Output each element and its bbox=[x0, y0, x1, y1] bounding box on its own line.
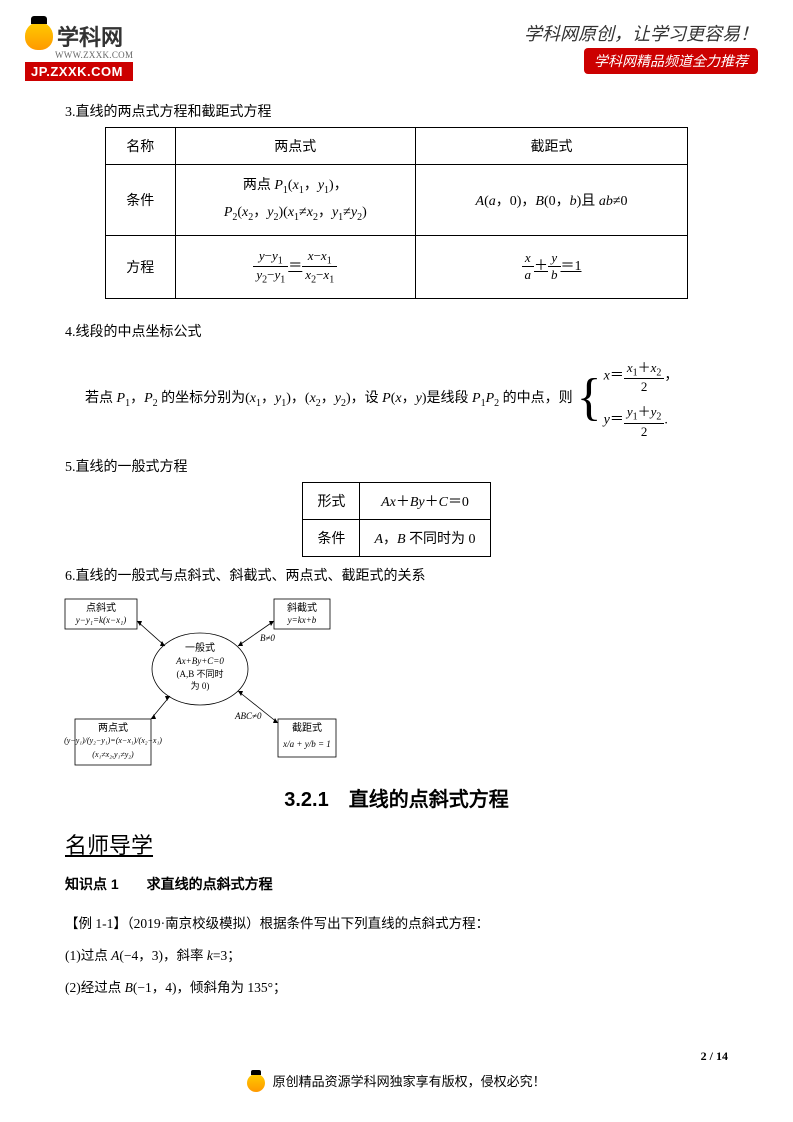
logo-block: 学科网 WWW.ZXXK.COM JP.ZXXK.COM bbox=[25, 20, 133, 81]
table-cell: A(a，0)，B(0，b)且 ab≠0 bbox=[415, 165, 687, 236]
section-6-heading: 6.直线的一般式与点斜式、斜截式、两点式、截距式的关系 bbox=[65, 565, 728, 585]
example-q1: (1)过点 A(−4，3)，斜率 k=3； bbox=[65, 944, 728, 964]
example-q2: (2)经过点 B(−1，4)，倾斜角为 135°； bbox=[65, 976, 728, 996]
footer-icon bbox=[247, 1074, 265, 1092]
svg-text:为 0): 为 0) bbox=[191, 680, 210, 691]
svg-text:斜截式: 斜截式 bbox=[287, 601, 317, 614]
svg-text:(y−y₁)/(y₂−y₁)=(x−x₁)/(x₂−x₁): (y−y₁)/(y₂−y₁)=(x−x₁)/(x₂−x₁) bbox=[64, 736, 162, 745]
two-point-intercept-table: 名称 两点式 截距式 条件 两点 P1(x1，y1)，P2(x2，y2)(x1≠… bbox=[105, 127, 688, 299]
page-footer: 原创精品资源学科网独家享有版权，侵权必究！ bbox=[0, 1071, 793, 1092]
mingshi-heading: 名师导学 bbox=[65, 828, 728, 860]
svg-text:y−y₁=k(x−x₁): y−y₁=k(x−x₁) bbox=[75, 615, 126, 625]
logo-url: WWW.ZXXK.COM bbox=[55, 50, 133, 60]
table-cell: Ax＋By＋C＝0 bbox=[360, 482, 490, 519]
svg-text:一般式: 一般式 bbox=[185, 641, 215, 654]
midpoint-text: 若点 P1，P2 的坐标分别为(x1，y1)，(x2，y2)，设 P(x，y)是… bbox=[85, 387, 573, 409]
table-cell: 条件 bbox=[105, 165, 175, 236]
table-cell: 条件 bbox=[303, 519, 360, 556]
svg-text:ABC≠0: ABC≠0 bbox=[234, 711, 262, 721]
logo-icon bbox=[25, 22, 53, 50]
svg-text:x/a + y/b = 1: x/a + y/b = 1 bbox=[282, 739, 331, 749]
svg-text:两点式: 两点式 bbox=[98, 721, 128, 734]
section-4-heading: 4.线段的中点坐标公式 bbox=[65, 321, 728, 341]
midpoint-system: { x＝x1＋x22， y＝y1＋y22. bbox=[577, 357, 679, 440]
table-header: 截距式 bbox=[415, 128, 687, 165]
promo-badge: 学科网精品频道全力推荐 bbox=[584, 48, 758, 74]
svg-text:y=kx+b: y=kx+b bbox=[287, 615, 317, 625]
svg-text:截距式: 截距式 bbox=[292, 721, 322, 734]
svg-text:点斜式: 点斜式 bbox=[86, 601, 116, 614]
general-form-table: 形式 Ax＋By＋C＝0 条件 A，B 不同时为 0 bbox=[302, 482, 490, 557]
jp-badge: JP.ZXXK.COM bbox=[25, 62, 133, 81]
svg-text:(x₁≠x₂,y₁≠y₂): (x₁≠x₂,y₁≠y₂) bbox=[92, 750, 134, 759]
table-cell: 形式 bbox=[303, 482, 360, 519]
example-intro: 【例 1-1】（2019·南京校级模拟）根据条件写出下列直线的点斜式方程： bbox=[65, 912, 728, 932]
svg-text:B≠0: B≠0 bbox=[260, 633, 275, 643]
midpoint-formula: 若点 P1，P2 的坐标分别为(x1，y1)，(x2，y2)，设 P(x，y)是… bbox=[85, 357, 728, 440]
table-cell: 方程 bbox=[105, 235, 175, 298]
footer-text: 原创精品资源学科网独家享有版权，侵权必究！ bbox=[273, 1074, 546, 1089]
relation-diagram: 点斜式 y−y₁=k(x−x₁) 斜截式 y=kx+b 一般式 Ax+By+C=… bbox=[60, 591, 360, 771]
table-cell: A，B 不同时为 0 bbox=[360, 519, 490, 556]
section-5-heading: 5.直线的一般式方程 bbox=[65, 456, 728, 476]
section-3-heading: 3.直线的两点式方程和截距式方程 bbox=[65, 101, 728, 121]
slogan: 学科网原创，让学习更容易！ bbox=[524, 20, 758, 46]
svg-text:Ax+By+C=0: Ax+By+C=0 bbox=[175, 656, 224, 666]
table-header: 两点式 bbox=[175, 128, 415, 165]
page-total: 14 bbox=[716, 1049, 728, 1063]
page-header: 学科网 WWW.ZXXK.COM JP.ZXXK.COM 学科网原创，让学习更容… bbox=[25, 20, 758, 81]
table-cell: y−y1y2−y1＝x−x1x2−x1 bbox=[175, 235, 415, 298]
table-cell: 两点 P1(x1，y1)，P2(x2，y2)(x1≠x2，y1≠y2) bbox=[175, 165, 415, 236]
page-current: 2 bbox=[701, 1049, 707, 1063]
zhishidian-heading: 知识点 1 求直线的点斜式方程 bbox=[65, 874, 728, 894]
table-header: 名称 bbox=[105, 128, 175, 165]
section-title-321: 3.2.1 直线的点斜式方程 bbox=[65, 783, 728, 812]
page-number: 2 / 14 bbox=[701, 1049, 728, 1064]
svg-text:(A,B 不同时: (A,B 不同时 bbox=[177, 668, 224, 679]
logo-text: 学科网 bbox=[57, 20, 123, 52]
header-right: 学科网原创，让学习更容易！ 学科网精品频道全力推荐 bbox=[524, 20, 758, 74]
table-cell: xa＋yb＝1 bbox=[415, 235, 687, 298]
